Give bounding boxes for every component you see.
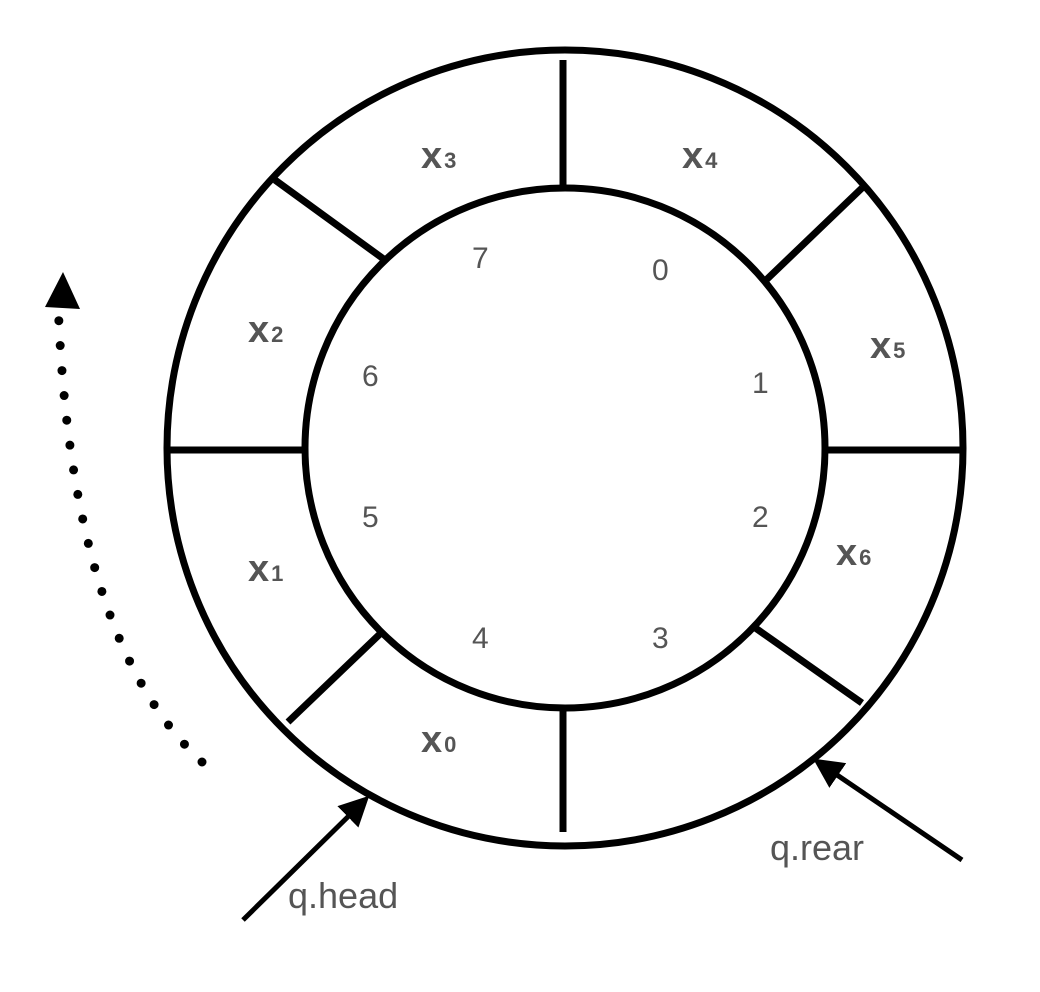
- divider: [751, 624, 865, 706]
- slot-1-element: x5: [870, 325, 905, 367]
- slot-4-index: 4: [472, 622, 489, 655]
- divider: [760, 185, 865, 286]
- rotation-direction-arrow: [53, 295, 207, 767]
- rear-pointer-label: q.rear: [770, 827, 864, 868]
- slot-6-index: 6: [362, 360, 379, 393]
- head-pointer-arrow: [241, 795, 370, 922]
- slot-2-element: x6: [836, 532, 871, 574]
- slot-0-element: x4: [682, 135, 718, 177]
- rear-pointer-arrow: [813, 758, 964, 863]
- slot-5-element: x1: [248, 548, 283, 590]
- slot-dividers: [168, 60, 962, 832]
- slot-3-index: 3: [652, 622, 669, 655]
- slot-1-index: 1: [752, 367, 769, 400]
- divider: [272, 177, 388, 263]
- outer-ring: [163, 46, 967, 850]
- rotation-arrowhead-icon: [45, 272, 80, 309]
- inner-ring: [301, 184, 829, 712]
- slot-7-element: x3: [421, 135, 456, 177]
- slot-4-element: x0: [421, 719, 456, 761]
- slot-6-element: x2: [248, 309, 283, 351]
- slot-5-index: 5: [362, 501, 379, 534]
- divider: [285, 629, 385, 725]
- head-pointer-label: q.head: [288, 875, 398, 916]
- slot-2-index: 2: [752, 501, 769, 534]
- slot-0-index: 0: [652, 254, 669, 287]
- slot-7-index: 7: [472, 242, 489, 275]
